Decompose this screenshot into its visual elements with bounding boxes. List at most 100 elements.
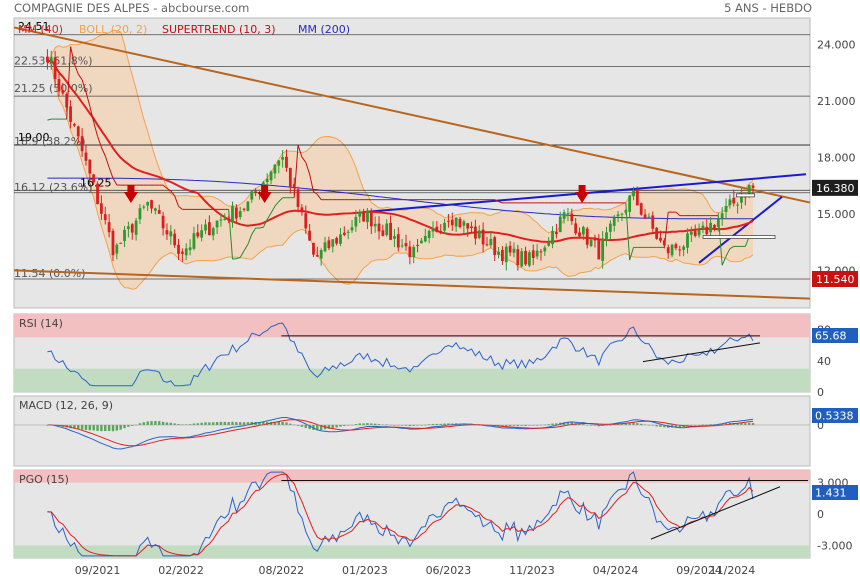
macd-histogram-bar (277, 421, 280, 425)
candle-body (92, 174, 96, 183)
candle-body (562, 212, 566, 219)
candle-body (593, 237, 597, 241)
rsi-tick-label: 0 (817, 386, 824, 399)
macd-histogram-bar (80, 425, 84, 430)
candle-body (686, 233, 689, 248)
macd-histogram-bar (616, 423, 620, 425)
supertrend-segment (89, 106, 95, 123)
macd-histogram-bar (593, 425, 597, 426)
candle-body (643, 214, 647, 219)
candle-body (481, 229, 485, 245)
candle-body (57, 79, 61, 92)
candle-body (362, 212, 365, 222)
candle-body (53, 57, 57, 80)
candle-body (616, 214, 620, 217)
candle-body (184, 248, 188, 256)
macd-histogram-bar (154, 421, 157, 425)
legend-supertrend: SUPERTREND (10, 3) (162, 23, 276, 36)
x-tick-label: 09/2024 (676, 564, 722, 577)
macd-histogram-bar (192, 423, 196, 425)
candle-body (304, 213, 308, 229)
candle-body (520, 251, 524, 267)
candle-body (470, 226, 473, 229)
candle-body (674, 244, 678, 249)
price-tick-label: 21.000 (817, 95, 856, 108)
sell-arrow-1 (257, 185, 272, 203)
supertrend-segment (721, 256, 727, 266)
rsi-overbought-zone (14, 314, 810, 338)
macd-histogram-bar (223, 421, 226, 425)
candle-body (458, 218, 462, 228)
candle-body (215, 220, 219, 228)
macd-histogram-bar (397, 425, 400, 426)
candle-body (285, 156, 288, 168)
macd-histogram-bar (346, 425, 350, 426)
candle-body (720, 213, 724, 219)
macd-histogram-bar (289, 423, 292, 425)
candle-body (427, 230, 431, 238)
candle-body (474, 226, 477, 239)
candle-body (516, 249, 520, 266)
pgo-support-line (650, 486, 781, 540)
price-badge-label-0: 16.380 (816, 182, 855, 195)
candle-body (412, 247, 416, 258)
candle-body (543, 247, 547, 252)
supertrend-segment (77, 73, 83, 81)
candle-body (747, 185, 751, 196)
rsi-oversold-zone (14, 368, 810, 392)
macd-panel (13, 395, 811, 467)
macd-histogram-bar (158, 421, 161, 425)
candle-body (439, 231, 443, 233)
candle-body (531, 250, 535, 259)
candle-body (234, 207, 238, 219)
supertrend-segment (305, 162, 311, 175)
macd-histogram-bar (312, 425, 315, 430)
fibonacci-label-2: 21.25 (50.0%) (14, 82, 93, 95)
supertrend-segment (725, 248, 731, 257)
sell-arrow-2 (575, 185, 590, 203)
pgo-upper-zone (14, 470, 810, 483)
candle-body (431, 228, 435, 232)
macd-histogram-bar (188, 424, 192, 425)
macd-histogram-bar (693, 425, 697, 426)
macd-histogram-bar (362, 423, 365, 425)
candle-body (624, 210, 628, 213)
candle-body (138, 208, 142, 220)
annotation-box (736, 193, 755, 198)
macd-histogram-bar (435, 423, 439, 425)
pgo-signal-line (47, 473, 754, 557)
supertrend-segment (239, 250, 245, 258)
rsi-support-line (642, 342, 761, 363)
macd-histogram-bar (751, 423, 755, 425)
candle-body (119, 242, 123, 244)
candle-body (447, 220, 450, 222)
macd-histogram-bar (720, 423, 724, 425)
pgo-line (47, 471, 754, 557)
supertrend-segment (93, 122, 99, 137)
macd-histogram-bar (343, 425, 346, 427)
candle-body (400, 245, 404, 247)
candle-body (632, 190, 635, 197)
macd-histogram-bar (659, 425, 662, 427)
macd-histogram-bar (100, 425, 103, 432)
trendline-blue-lower (698, 196, 783, 264)
supertrend-segment (494, 199, 499, 202)
candle-body (69, 106, 72, 122)
macd-histogram-bar (393, 425, 396, 426)
chart-title: COMPAGNIE DES ALPES - abcbourse.com (14, 1, 249, 15)
candle-body (315, 255, 319, 257)
macd-histogram-bar (308, 425, 311, 429)
candle-body (242, 208, 246, 210)
macd-histogram-bar (512, 425, 516, 426)
macd-histogram-bar (104, 425, 107, 432)
x-tick-label: 02/2022 (158, 564, 204, 577)
rsi-plot (14, 314, 810, 392)
macd-plot (14, 417, 810, 450)
candle-body (566, 213, 570, 215)
candle-body (354, 216, 358, 227)
x-tick-label: 08/2022 (258, 564, 304, 577)
macd-histogram-bar (709, 424, 712, 425)
macd-histogram-bar (196, 423, 199, 425)
macd-histogram-bar (578, 423, 581, 425)
macd-histogram-bar (744, 423, 747, 425)
